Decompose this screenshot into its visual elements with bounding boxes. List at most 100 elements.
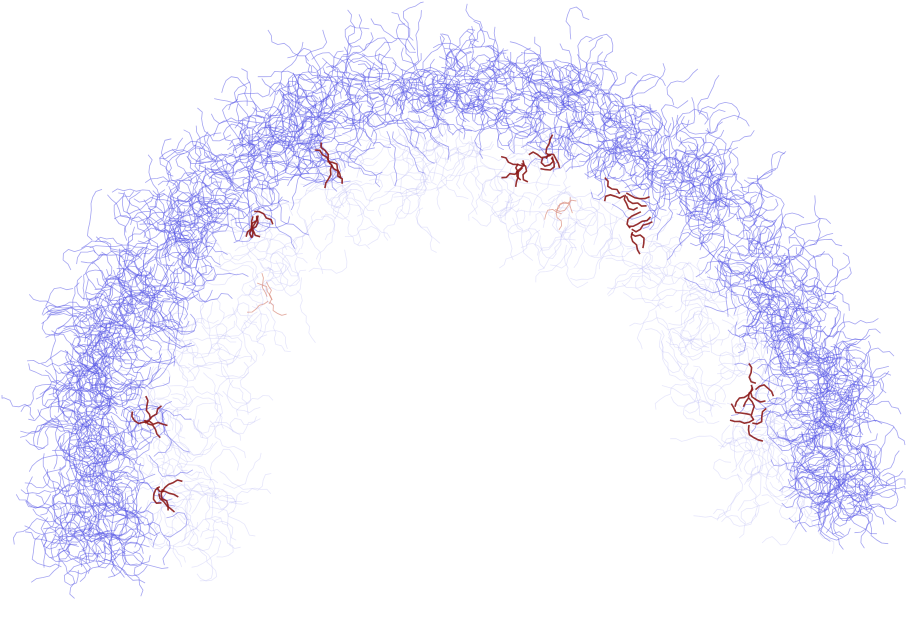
backbone-strand [829, 383, 872, 408]
backbone-strand [413, 10, 422, 66]
backbone-strand [403, 171, 427, 201]
backbone-strand [210, 113, 263, 124]
backbone-strand [548, 63, 581, 102]
backbone-strand [228, 88, 271, 111]
backbone-strand [696, 259, 733, 297]
backbone-strand [779, 469, 828, 492]
backbone-strand [186, 156, 216, 204]
backbone-strand [564, 244, 589, 288]
backbone-strand [218, 357, 249, 380]
backbone-strand [87, 189, 103, 241]
backbone-strand [96, 349, 107, 404]
backbone-strand [310, 106, 349, 125]
backbone-strand [206, 527, 234, 558]
backbone-strand [713, 458, 743, 480]
backbone-strand [345, 52, 384, 74]
backbone-strand [631, 156, 665, 199]
backbone-strand [619, 144, 668, 164]
backbone-strand [766, 433, 783, 478]
backbone-strand [499, 95, 526, 126]
backbone-strand [169, 393, 188, 431]
backbone-strand [492, 26, 500, 82]
backbone-strand [83, 369, 136, 379]
backbone-strand [529, 81, 554, 98]
backbone-strand [736, 263, 773, 302]
backbone-strand [318, 100, 373, 118]
backbone-strand [86, 298, 127, 323]
backbone-strand [196, 547, 218, 582]
backbone-strand [165, 238, 190, 268]
backbone-strand [354, 133, 402, 158]
backbone-strand [835, 385, 860, 414]
backbone-strand [776, 333, 791, 386]
backbone-strand [219, 471, 272, 495]
backbone-strand [158, 493, 176, 513]
backbone-strand [795, 466, 835, 496]
backbone-strand [697, 74, 720, 121]
backbone-strand [780, 316, 815, 362]
backbone-strand [845, 434, 867, 474]
backbone-strand [454, 73, 504, 95]
backbone-strand [789, 403, 831, 425]
backbone-strand [255, 303, 266, 356]
backbone-strand [111, 188, 166, 198]
backbone-strand [737, 465, 762, 512]
backbone-strand [511, 90, 542, 128]
backbone-strand [814, 366, 834, 414]
backbone-strand [213, 120, 261, 137]
backbone-strand [139, 301, 183, 328]
backbone-strand [712, 179, 727, 225]
backbone-strand [351, 94, 362, 147]
backbone-strand [631, 106, 649, 157]
backbone-strand [629, 317, 673, 342]
backbone-strand [599, 214, 613, 270]
backbone-strand [793, 238, 843, 258]
backbone-strand [168, 462, 212, 484]
backbone-strand [842, 342, 875, 385]
backbone-strand [416, 110, 445, 146]
backbone-strand [653, 119, 690, 156]
backbone-strand [814, 500, 855, 521]
backbone-strand [559, 43, 588, 89]
backbone-strand [128, 378, 143, 428]
backbone-strand [652, 236, 683, 253]
backbone-strand [415, 120, 448, 163]
backbone-strand [238, 131, 263, 175]
backbone-strand [88, 513, 134, 532]
backbone-strand [791, 295, 824, 333]
backbone-strand [334, 32, 374, 68]
backbone-strand [532, 160, 569, 206]
backbone-strand [620, 179, 662, 221]
backbone-strand [187, 355, 241, 373]
backbone-strand [502, 51, 533, 97]
backbone-strand [443, 55, 461, 108]
backbone-strand [589, 140, 622, 174]
backbone-strand [760, 275, 799, 310]
backbone-strand [184, 229, 208, 275]
backbone-strand [857, 443, 882, 471]
backbone-strand [806, 343, 857, 356]
backbone-strand [700, 322, 721, 349]
backbone-strand [174, 219, 196, 244]
backbone-strand [130, 401, 172, 438]
backbone-strand [361, 53, 397, 81]
backbone-strand [121, 462, 145, 509]
backbone-strand [229, 417, 261, 441]
backbone-strand [96, 257, 135, 288]
backbone-strand [755, 410, 811, 417]
backbone-strand [84, 472, 127, 493]
backbone-strand [835, 449, 864, 488]
backbone-strand [234, 81, 251, 127]
backbone-strand [163, 487, 218, 500]
backbone-strand [526, 135, 573, 151]
backbone-strand [830, 409, 846, 455]
backbone-strand [107, 434, 126, 484]
backbone-strand [685, 185, 715, 222]
backbone-strand [796, 279, 808, 329]
backbone-strand [521, 36, 542, 84]
backbone-strand [31, 535, 62, 568]
backbone-strand [507, 210, 526, 261]
backbone-strand [161, 409, 191, 453]
backbone-strand [747, 225, 774, 253]
